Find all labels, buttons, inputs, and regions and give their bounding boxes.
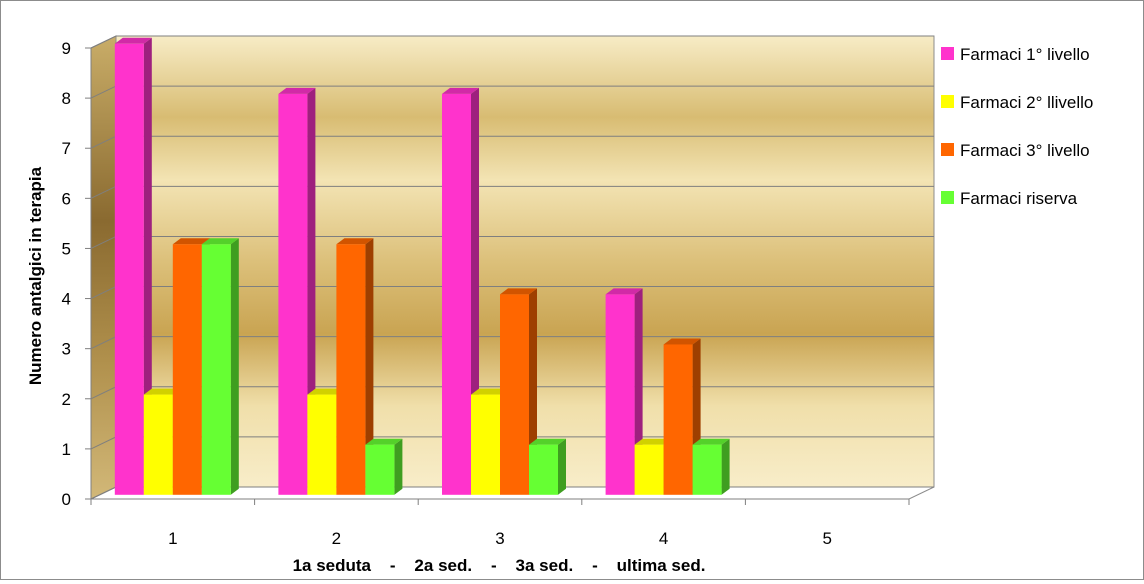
legend-item: Farmaci 1° livello bbox=[941, 45, 1090, 64]
y-axis-title: Numero antalgici in terapia bbox=[26, 166, 45, 385]
plot-side-wall bbox=[90, 35, 117, 500]
bar bbox=[529, 438, 566, 495]
bar bbox=[365, 438, 403, 495]
y-tick-label: 5 bbox=[62, 239, 71, 258]
x-tick-label: 2 bbox=[332, 529, 341, 548]
y-tick-label: 4 bbox=[62, 290, 71, 309]
x-tick-label: 1 bbox=[168, 529, 177, 548]
legend-swatch bbox=[941, 143, 954, 156]
y-tick-label: 6 bbox=[62, 189, 71, 208]
legend-label: Farmaci 3° livello bbox=[960, 141, 1090, 160]
legend-swatch bbox=[941, 191, 954, 204]
x-tick-label: 4 bbox=[659, 529, 668, 548]
legend-item: Farmaci riserva bbox=[941, 189, 1078, 208]
bar bbox=[278, 87, 316, 495]
bar bbox=[336, 238, 374, 495]
x-tick-label: 5 bbox=[822, 529, 831, 548]
legend-label: Farmaci 2° llivello bbox=[960, 93, 1093, 112]
legend-label: Farmaci riserva bbox=[960, 189, 1078, 208]
bar bbox=[692, 438, 730, 495]
bar bbox=[114, 37, 152, 495]
y-tick-label: 1 bbox=[62, 440, 71, 459]
legend-item: Farmaci 2° llivello bbox=[941, 93, 1093, 112]
y-tick-label: 8 bbox=[62, 89, 71, 108]
legend-swatch bbox=[941, 95, 954, 108]
gridline bbox=[90, 35, 934, 49]
x-tick-label: 3 bbox=[495, 529, 504, 548]
y-tick-label: 9 bbox=[62, 39, 71, 58]
bar bbox=[605, 288, 643, 495]
y-tick-label: 0 bbox=[62, 490, 71, 509]
y-tick-label: 7 bbox=[62, 139, 71, 158]
x-axis-title: 1a seduta - 2a sed. - 3a sed. - ultima s… bbox=[293, 556, 706, 575]
bar bbox=[201, 238, 239, 495]
legend-swatch bbox=[941, 47, 954, 60]
legend-label: Farmaci 1° livello bbox=[960, 45, 1090, 64]
legend-item: Farmaci 3° livello bbox=[941, 141, 1090, 160]
y-tick-label: 2 bbox=[62, 390, 71, 409]
y-tick-label: 3 bbox=[62, 340, 71, 359]
